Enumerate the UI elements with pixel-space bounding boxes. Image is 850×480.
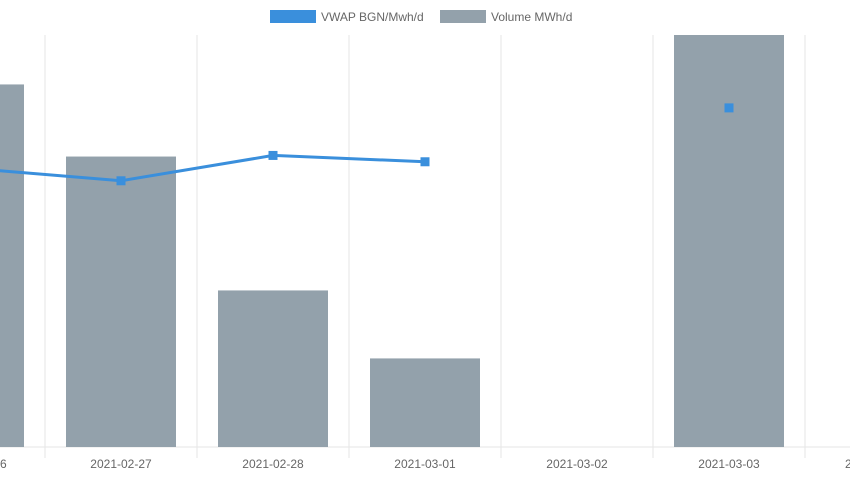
- vwap-point[interactable]: [116, 176, 126, 186]
- volume-bar[interactable]: [674, 35, 784, 447]
- x-tick-label: 2021-03-02: [546, 457, 608, 471]
- legend-swatch: [440, 10, 486, 23]
- vwap-line: [0, 153, 426, 183]
- x-tick-label: 2021-03-01: [394, 457, 456, 471]
- vwap-line-series: [0, 103, 734, 186]
- vwap-point[interactable]: [420, 157, 430, 167]
- x-tick-label: 2021-02-27: [90, 457, 152, 471]
- x-tick-label: 2021-02-28: [242, 457, 304, 471]
- legend-label: VWAP BGN/Mwh/d: [321, 10, 424, 24]
- volume-bars: [0, 35, 784, 448]
- volume-bar[interactable]: [218, 290, 328, 447]
- vwap-point[interactable]: [268, 150, 278, 160]
- volume-bar[interactable]: [66, 156, 176, 448]
- legend-swatch: [270, 10, 316, 23]
- legend-label: Volume MWh/d: [491, 10, 572, 24]
- legend-item-volume[interactable]: Volume MWh/d: [440, 10, 572, 24]
- x-tick-label: 2: [845, 457, 850, 471]
- volume-bar[interactable]: [0, 84, 24, 447]
- x-tick-label: 2021-03-03: [698, 457, 760, 471]
- vwap-point[interactable]: [724, 103, 734, 113]
- x-tick-label: 6: [0, 457, 7, 471]
- x-axis: 6 2021-02-27 2021-02-28 2021-03-01 2021-03-0…: [0, 457, 850, 471]
- legend[interactable]: VWAP BGN/Mwh/d Volume MWh/d: [270, 10, 572, 24]
- volume-bar[interactable]: [370, 358, 480, 447]
- legend-item-vwap[interactable]: VWAP BGN/Mwh/d: [270, 10, 424, 24]
